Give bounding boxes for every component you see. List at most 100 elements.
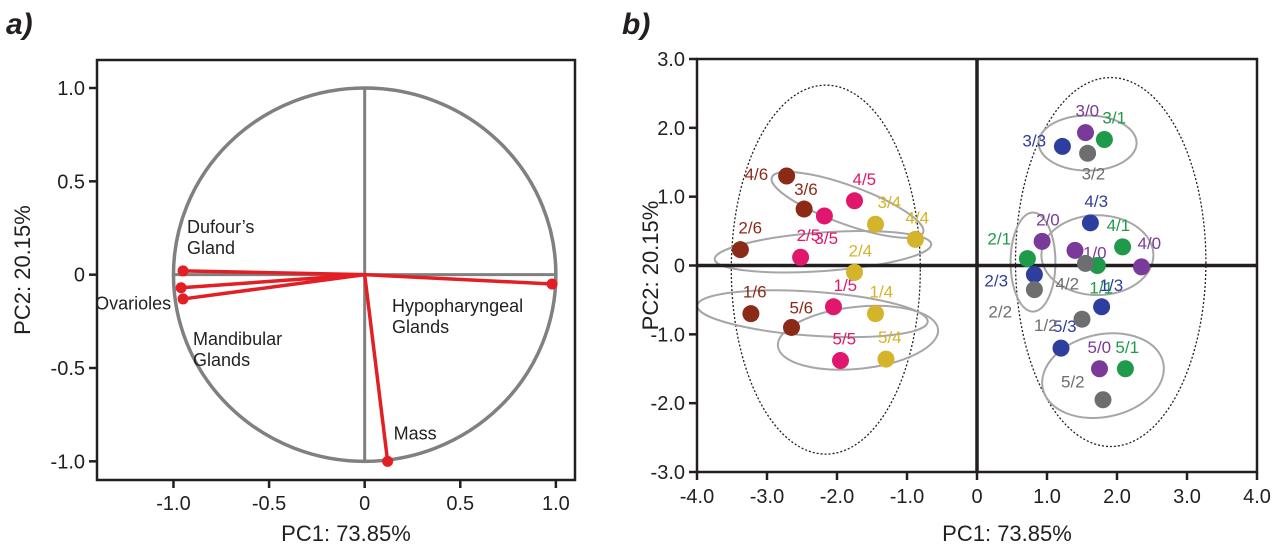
loading-vector-label-line: Gland [187, 238, 235, 258]
score-point-label: 3/5 [814, 229, 838, 248]
score-point [1081, 214, 1099, 232]
x-tick-label: 1.0 [1033, 486, 1061, 508]
score-point [1133, 258, 1150, 276]
y-tick-label: -0.5 [51, 358, 85, 380]
loading-vector-line [362, 274, 390, 462]
score-point-label: 2/5 [797, 226, 821, 245]
score-point [1033, 232, 1051, 250]
loading-vector-tip [175, 282, 187, 294]
group-ellipse-row-5-right [1041, 332, 1165, 420]
loading-vector-line [183, 269, 365, 277]
y-tick-label: -3.0 [651, 462, 685, 484]
loading-vector-label: Mass [394, 423, 437, 443]
score-point [1091, 360, 1108, 378]
x-tick-label: -1.0 [890, 486, 924, 508]
score-point-label: 3/3 [1022, 131, 1046, 150]
x-tick-label: -3.0 [750, 486, 784, 508]
group-ellipse-6-5-4-upper [770, 170, 925, 239]
plot-a-y-axis-label: PC2: 20.15% [10, 205, 35, 335]
score-point-label: 5/6 [790, 298, 814, 317]
score-point-label: 4/6 [745, 165, 769, 184]
loading-vector-label: Ovarioles [95, 294, 171, 314]
loading-vector-line [181, 272, 365, 290]
plot-a-x-axis-label: PC1: 73.85% [281, 521, 411, 546]
loading-vector-label-line: Dufour’s [187, 217, 254, 237]
score-point-label: 5/5 [833, 329, 857, 348]
score-point [731, 241, 749, 259]
score-point-label: 1/4 [870, 283, 894, 302]
score-point-label: 4/5 [853, 170, 877, 189]
score-point-label: 3/1 [1102, 109, 1126, 128]
loading-vector-tip [382, 455, 394, 467]
score-point [783, 318, 800, 336]
score-point [867, 215, 884, 233]
score-point-label: 1/3 [1100, 276, 1124, 295]
score-point-label: 1/1 [1089, 279, 1113, 298]
x-tick-label: 0.5 [446, 493, 474, 515]
score-point-label: 1/5 [834, 276, 858, 295]
score-point [1094, 391, 1112, 409]
loading-vector-label: Dufour’s Gland [187, 217, 254, 258]
score-point-label: 4/0 [1138, 234, 1162, 253]
score-point [1093, 298, 1111, 316]
loading-vector-tip [546, 278, 558, 290]
score-point [825, 298, 842, 316]
y-tick-label: 3.0 [657, 49, 685, 71]
score-point [877, 350, 895, 368]
score-point [1053, 137, 1071, 155]
score-point-label: 2/0 [1036, 210, 1060, 229]
plot-b-y-axis-label: PC2: 20.15% [638, 201, 663, 331]
loading-vector-label-line: Glands [193, 350, 250, 370]
plot-b-y-ticks: -3.0 -2.0 -1.0 0 1.0 2.0 3.0 [651, 49, 697, 484]
cluster-ellipse-left [730, 84, 921, 455]
score-point [1018, 250, 1036, 268]
loading-vector-tip [177, 293, 189, 305]
score-point-label: 5/4 [878, 328, 902, 347]
x-tick-label: 4.0 [1243, 486, 1271, 508]
score-point-label: 5/0 [1088, 338, 1112, 357]
score-point-label: 2/6 [738, 219, 762, 238]
x-tick-label: 2.0 [1103, 486, 1131, 508]
score-point-label: 3/4 [878, 193, 902, 212]
score-point [1025, 281, 1043, 299]
y-tick-label: 1.0 [657, 187, 685, 209]
score-point-label: 3/0 [1076, 102, 1100, 121]
score-point [1079, 144, 1097, 162]
loading-vector-label-line: Glands [392, 317, 449, 337]
score-point-label: 3/6 [794, 180, 818, 199]
panel-b-letter: b) [622, 8, 650, 41]
y-tick-label: 0.5 [57, 171, 85, 193]
x-tick-label: 1.0 [542, 493, 570, 515]
y-tick-label: 2.0 [657, 118, 685, 140]
score-point-label: 2/1 [987, 230, 1011, 249]
plot-a-y-ticks: -1.0 -0.5 0 0.5 1.0 [51, 78, 97, 473]
loading-vector-line [182, 272, 365, 301]
x-tick-label: -4.0 [680, 486, 714, 508]
loading-vector-tip [177, 265, 189, 277]
score-point [815, 207, 833, 225]
score-point-label: 5/2 [1061, 373, 1085, 392]
group-ellipse-row-5-left [776, 304, 940, 371]
x-tick-label: 3.0 [1173, 486, 1201, 508]
score-point [867, 305, 884, 323]
score-point-label: 5/1 [1115, 338, 1139, 357]
plot-a-frame [95, 58, 577, 482]
score-point [1066, 241, 1084, 259]
score-point-label: 4/4 [905, 208, 929, 227]
loading-vector-label: Mandibular Glands [193, 329, 282, 370]
x-tick-label: -1.0 [156, 493, 190, 515]
group-ellipse-row-2 [713, 230, 933, 274]
x-tick-label: 0 [971, 486, 982, 508]
x-tick-label: -2.0 [820, 486, 854, 508]
zero-axes [697, 59, 1257, 472]
score-point [1052, 339, 1070, 357]
loading-vector-label-line: Mandibular [193, 329, 282, 349]
score-point [1073, 310, 1091, 328]
score-point [1114, 238, 1132, 256]
score-point-label: 2/3 [984, 271, 1008, 290]
y-tick-label: 0 [74, 265, 85, 287]
score-plot: 4/6 3/6 2/6 1/6 5/6 4/5 3/52/5 1/5 5/5 3/44/4 2/4 1… [638, 49, 1271, 546]
